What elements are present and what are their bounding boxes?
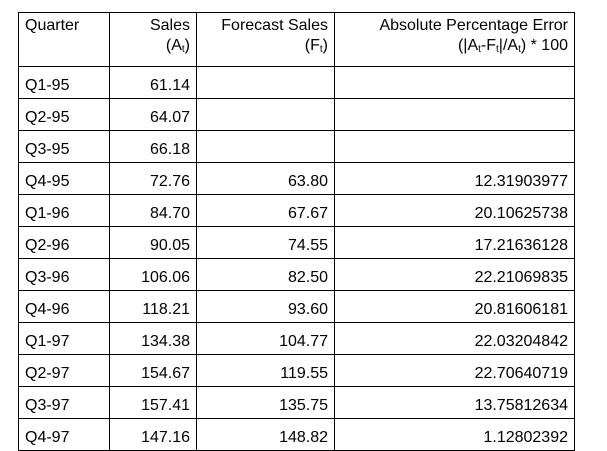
table-row: Q1-95 61.14 (18, 66, 575, 99)
header-forecast-paren: (F (304, 37, 320, 54)
table-row: Q4-95 72.76 63.80 12.31903977 (18, 162, 575, 195)
formula-part-1: (|A (457, 37, 479, 54)
cell-sales: 64.07 (109, 98, 197, 131)
cell-quarter: Q1-96 (18, 194, 110, 227)
formula-sub-3: t (518, 44, 521, 55)
cell-quarter: Q4-95 (18, 162, 110, 195)
cell-quarter: Q2-95 (18, 98, 110, 131)
cell-sales: 72.76 (109, 162, 197, 195)
cell-quarter: Q2-96 (18, 226, 110, 259)
cell-quarter: Q4-97 (18, 418, 110, 451)
table-row: Q3-97 157.41 135.75 13.75812634 (18, 386, 575, 419)
cell-sales: 147.16 (109, 418, 197, 451)
formula-part-4: ) * 100 (520, 37, 568, 54)
cell-sales: 84.70 (109, 194, 197, 227)
forecast-error-table: Quarter Sales (At) Forecast Sales (Ft) A… (18, 12, 575, 451)
cell-forecast: 93.60 (196, 290, 335, 323)
cell-forecast (196, 98, 335, 131)
table-row: Q1-97 134.38 104.77 22.03204842 (18, 322, 575, 355)
cell-ape: 13.75812634 (334, 386, 575, 419)
header-forecast-line2: (Ft) (203, 36, 328, 56)
cell-quarter: Q2-97 (18, 354, 110, 387)
table-row: Q3-96 106.06 82.50 22.21069835 (18, 258, 575, 291)
header-sales: Sales (At) (109, 12, 197, 67)
cell-sales: 134.38 (109, 322, 197, 355)
cell-ape (334, 130, 575, 163)
cell-ape: 12.31903977 (334, 162, 575, 195)
cell-ape: 20.81606181 (334, 290, 575, 323)
header-sales-line1: Sales (149, 17, 190, 34)
header-quarter-label: Quarter (25, 17, 80, 34)
header-ape-line1: Absolute Percentage Error (379, 17, 568, 34)
formula-sub-1: t (478, 44, 481, 55)
cell-ape: 17.21636128 (334, 226, 575, 259)
cell-sales: 154.67 (109, 354, 197, 387)
cell-sales: 118.21 (109, 290, 197, 323)
cell-ape (334, 66, 575, 99)
header-ape-formula: (|At-Ft|/At) * 100 (341, 36, 568, 56)
formula-sub-2: t (496, 44, 499, 55)
header-ape: Absolute Percentage Error (|At-Ft|/At) *… (334, 12, 575, 67)
table-row: Q4-97 147.16 148.82 1.12802392 (18, 418, 575, 451)
cell-forecast: 63.80 (196, 162, 335, 195)
cell-forecast: 74.55 (196, 226, 335, 259)
cell-forecast (196, 66, 335, 99)
cell-forecast (196, 130, 335, 163)
cell-quarter: Q1-97 (18, 322, 110, 355)
header-sales-paren: (A (165, 37, 182, 54)
cell-sales: 157.41 (109, 386, 197, 419)
cell-ape: 22.70640719 (334, 354, 575, 387)
formula-part-3: |/A (498, 37, 519, 54)
header-sales-subscript: t (181, 44, 185, 55)
cell-ape: 1.12802392 (334, 418, 575, 451)
cell-sales: 66.18 (109, 130, 197, 163)
header-forecast: Forecast Sales (Ft) (196, 12, 335, 67)
cell-forecast: 119.55 (196, 354, 335, 387)
header-sales-paren-close: ) (184, 37, 190, 54)
cell-quarter: Q3-96 (18, 258, 110, 291)
cell-forecast: 82.50 (196, 258, 335, 291)
cell-ape: 22.03204842 (334, 322, 575, 355)
cell-ape: 20.10625738 (334, 194, 575, 227)
cell-forecast: 148.82 (196, 418, 335, 451)
table-row: Q3-95 66.18 (18, 130, 575, 163)
cell-quarter: Q1-95 (18, 66, 110, 99)
table-row: Q1-96 84.70 67.67 20.10625738 (18, 194, 575, 227)
cell-forecast: 104.77 (196, 322, 335, 355)
table-header-row: Quarter Sales (At) Forecast Sales (Ft) A… (18, 12, 575, 67)
header-forecast-paren-close: ) (322, 37, 328, 54)
cell-quarter: Q3-97 (18, 386, 110, 419)
formula-part-2: -F (480, 37, 497, 54)
header-forecast-subscript: t (319, 44, 323, 55)
table-row: Q4-96 118.21 93.60 20.81606181 (18, 290, 575, 323)
cell-ape: 22.21069835 (334, 258, 575, 291)
table-row: Q2-95 64.07 (18, 98, 575, 131)
header-quarter: Quarter (18, 12, 110, 67)
cell-forecast: 67.67 (196, 194, 335, 227)
cell-sales: 106.06 (109, 258, 197, 291)
table-row: Q2-97 154.67 119.55 22.70640719 (18, 354, 575, 387)
header-sales-line2: (At) (116, 36, 190, 56)
table-row: Q2-96 90.05 74.55 17.21636128 (18, 226, 575, 259)
cell-ape (334, 98, 575, 131)
cell-sales: 61.14 (109, 66, 197, 99)
header-forecast-line1: Forecast Sales (221, 17, 328, 34)
cell-sales: 90.05 (109, 226, 197, 259)
cell-forecast: 135.75 (196, 386, 335, 419)
cell-quarter: Q3-95 (18, 130, 110, 163)
cell-quarter: Q4-96 (18, 290, 110, 323)
